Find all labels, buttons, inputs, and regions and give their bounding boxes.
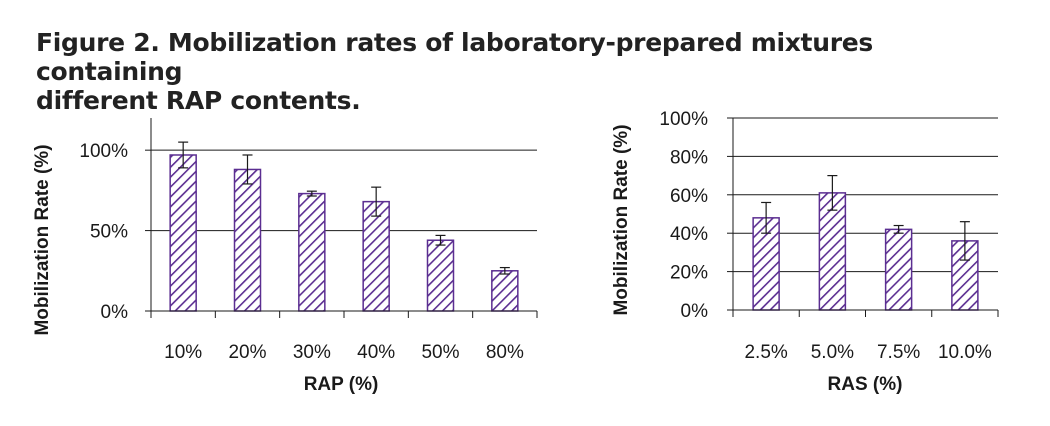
- rap-bar: [491, 270, 519, 312]
- rap-x-axis-label: RAP (%): [304, 374, 379, 395]
- ras-mobilization-chart: 0% 20% 40% 60% 80% 100% 2.5% 5.0% 7.5% 10.0% RAS (…: [611, 109, 999, 395]
- ras-x-tick-label: 2.5%: [744, 342, 787, 363]
- ras-y-axis-label: Mobilization Rate (%): [611, 124, 632, 315]
- rap-y-tick-label: 0%: [101, 302, 129, 323]
- ras-x-tick-label: 5.0%: [811, 342, 854, 363]
- rap-x-tick-label: 30%: [293, 342, 331, 363]
- rap-bar: [362, 200, 390, 312]
- ras-x-axis-label: RAS (%): [828, 374, 903, 395]
- ras-bar: [884, 228, 913, 311]
- ras-y-tick-label: 40%: [670, 224, 708, 245]
- figure-title-line-1: Figure 2. Mobilization rates of laborato…: [36, 28, 873, 86]
- rap-bar: [426, 239, 455, 312]
- figure-title: Figure 2. Mobilization rates of laborato…: [36, 28, 1016, 115]
- rap-bar: [169, 154, 197, 312]
- rap-x-tick-label: 80%: [486, 342, 524, 363]
- rap-mobilization-chart: 0% 50% 100% 10% 20% 30% 40% 50% 80% RAP (%) Mobili…: [32, 118, 538, 395]
- rap-y-tick-label: 50%: [90, 222, 128, 243]
- ras-y-tick-label: 100%: [659, 109, 708, 130]
- rap-bar: [233, 168, 262, 312]
- ras-x-tick-label: 7.5%: [877, 342, 920, 363]
- rap-x-tick-label: 20%: [228, 342, 266, 363]
- rap-x-tick-label: 40%: [357, 342, 395, 363]
- ras-y-tick-label: 60%: [670, 186, 708, 207]
- rap-y-tick-label: 100%: [79, 141, 128, 162]
- rap-y-axis-label: Mobilization Rate (%): [32, 144, 53, 335]
- rap-bar: [298, 192, 326, 312]
- ras-y-tick-label: 20%: [670, 263, 708, 284]
- rap-x-tick-label: 50%: [421, 342, 459, 363]
- ras-x-tick-label: 10.0%: [938, 342, 992, 363]
- figure-title-line-2: different RAP contents.: [36, 86, 361, 115]
- rap-x-tick-label: 10%: [164, 342, 202, 363]
- ras-y-tick-label: 0%: [681, 301, 709, 322]
- ras-y-tick-label: 80%: [670, 147, 708, 168]
